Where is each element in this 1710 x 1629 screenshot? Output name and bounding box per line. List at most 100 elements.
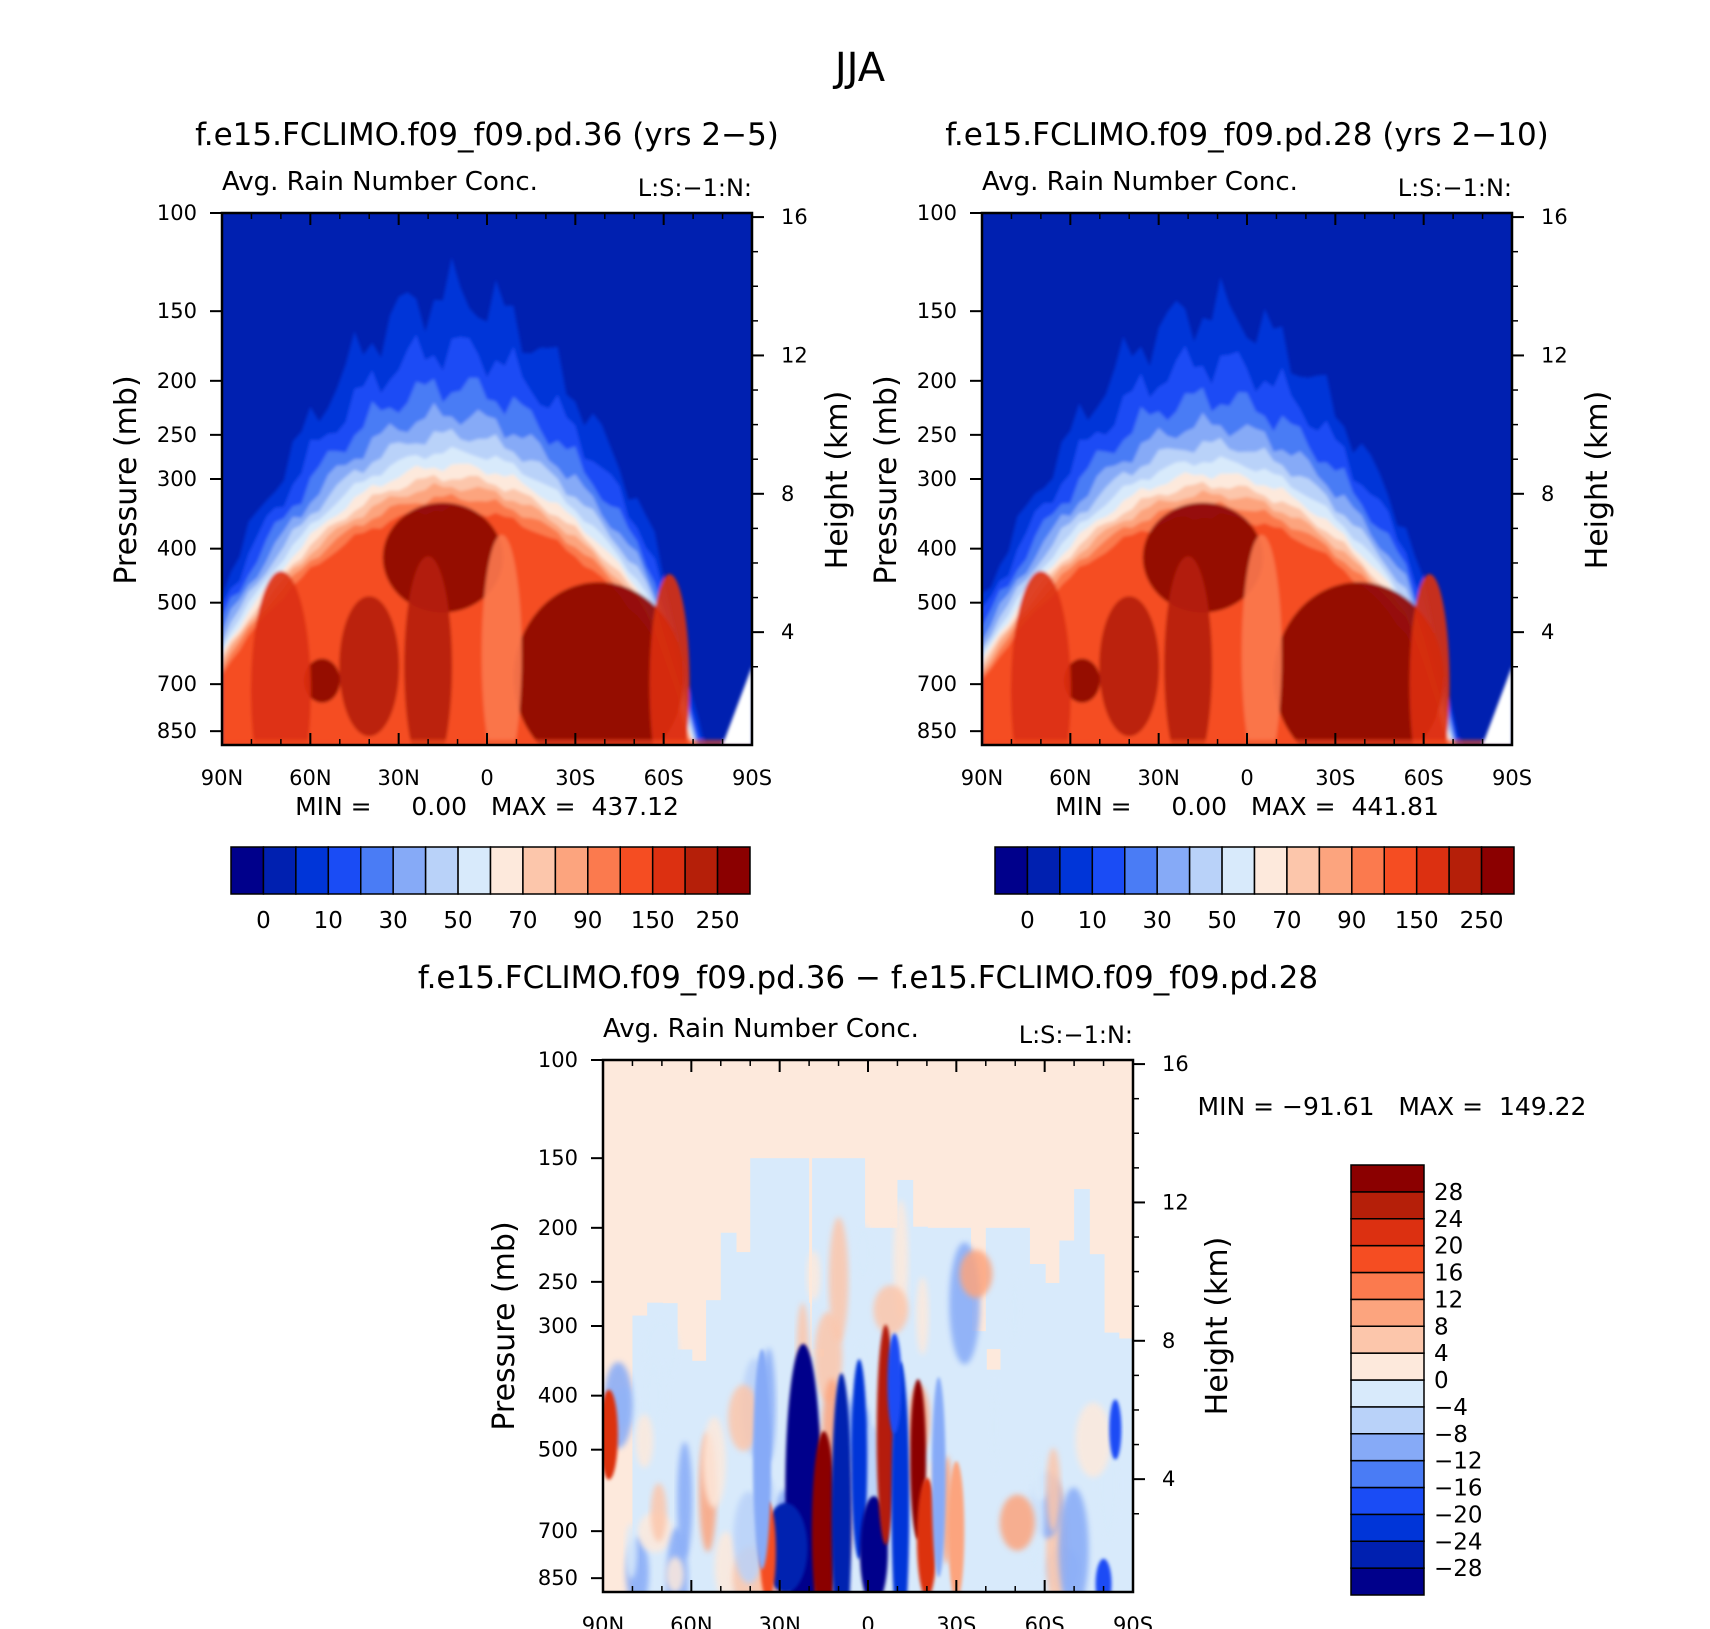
- colorbar-label: 90: [1337, 908, 1366, 934]
- panel-2-plot-area: [982, 213, 1512, 745]
- x-tick-label: 0: [1240, 766, 1253, 790]
- colorbar-box: [1350, 1271, 1425, 1301]
- y-tick-label: 850: [538, 1566, 578, 1590]
- panel-1-ylabel-right: Height (km): [820, 391, 855, 570]
- colorbar-box: [392, 846, 427, 895]
- diff-band-upper: [985, 1227, 1030, 1350]
- colorbar-box: [1383, 846, 1418, 895]
- colorbar-label: 0: [1434, 1368, 1449, 1394]
- colorbar-label: 30: [1143, 908, 1172, 934]
- x-tick-label: 60S: [644, 766, 684, 790]
- colorbar-box: [1351, 846, 1385, 895]
- x-tick-label: 90S: [732, 766, 772, 790]
- panel-1-ylabel: Pressure (mb): [109, 375, 144, 584]
- diff-anomaly: [916, 1276, 929, 1355]
- diff-core-anomaly: [753, 1349, 771, 1570]
- height-tick-label: 12: [781, 343, 808, 367]
- colorbar-box: [1350, 1406, 1425, 1435]
- colorbar-label: −24: [1434, 1529, 1483, 1555]
- colorbar-box: [1124, 846, 1158, 895]
- y-tick-label: 300: [917, 467, 957, 491]
- contour-maximum: [1241, 534, 1282, 745]
- colorbar-label: 8: [1434, 1314, 1449, 1340]
- diff-core-anomaly: [931, 1377, 946, 1578]
- y-tick-label: 100: [157, 201, 197, 225]
- height-tick-label: 16: [1162, 1052, 1189, 1076]
- colorbar-label: 250: [1460, 908, 1504, 934]
- colorbar-box: [1221, 846, 1256, 895]
- y-tick-label: 150: [157, 299, 197, 323]
- height-tick-label: 8: [1162, 1329, 1175, 1353]
- x-tick-label: 90N: [582, 1613, 624, 1629]
- colorbar-box: [716, 846, 751, 895]
- x-tick-label: 90N: [961, 766, 1003, 790]
- y-tick-label: 100: [538, 1048, 578, 1072]
- y-tick-label: 200: [917, 369, 957, 393]
- colorbar-box: [295, 846, 330, 895]
- diff-anomaly: [1007, 1274, 1022, 1349]
- panel-1-plot-area: [222, 213, 752, 745]
- panel-2-minmax: MIN = 0.00 MAX = 441.81: [1055, 792, 1439, 821]
- colorbar-label: 30: [379, 908, 408, 934]
- diff-anomaly: [635, 1414, 654, 1468]
- y-tick-label: 150: [917, 299, 957, 323]
- colorbar-label: 0: [1020, 908, 1035, 934]
- colorbar-label: 24: [1434, 1207, 1463, 1233]
- panel-2-title: f.e15.FCLIMO.f09_f09.pd.28 (yrs 2−10): [945, 117, 1549, 153]
- colorbar-label: −4: [1434, 1395, 1468, 1421]
- panel-2-x-axis: 90N 60N 30N 0 30S 60S 90S: [961, 213, 1532, 790]
- colorbar-label: 150: [631, 908, 675, 934]
- panel-1-y-axis: 100 150 200 250 300 400 500 700 850: [157, 201, 222, 743]
- y-tick-label: 500: [157, 591, 197, 615]
- colorbar-label: 50: [443, 908, 472, 934]
- colorbar-label: 50: [1207, 908, 1236, 934]
- panel-1-colorbar: 0 10 30 50 70 90 150 250: [230, 846, 751, 934]
- diff-core-anomaly: [1095, 1558, 1112, 1592]
- x-tick-label: 60N: [289, 766, 331, 790]
- colorbar-box: [360, 846, 394, 895]
- colorbar-box: [424, 846, 459, 895]
- contour-maximum: [649, 574, 690, 745]
- y-tick-label: 400: [917, 537, 957, 561]
- panel-3-contour-fill: [603, 1158, 1133, 1592]
- colorbar-label: −8: [1434, 1422, 1468, 1448]
- panel-3-height-axis: 16 12 8 4: [1133, 1052, 1189, 1515]
- y-tick-label: 400: [538, 1384, 578, 1408]
- colorbar-box: [457, 846, 492, 895]
- panel-1-height-axis: 16 12 8 4: [752, 205, 808, 668]
- x-tick-label: 0: [480, 766, 493, 790]
- colorbar-label: 90: [573, 908, 602, 934]
- contour-maximum: [250, 571, 311, 745]
- colorbar-box: [1350, 1325, 1425, 1354]
- diff-anomaly: [728, 1384, 760, 1452]
- y-tick-label: 700: [917, 672, 957, 696]
- contour-maximum: [513, 582, 684, 745]
- panel-1-subtitle: Avg. Rain Number Conc.: [222, 167, 538, 197]
- colorbar-label: 20: [1434, 1234, 1463, 1260]
- height-tick-label: 12: [1541, 343, 1568, 367]
- diff-anomaly: [677, 1441, 693, 1558]
- y-tick-label: 200: [538, 1216, 578, 1240]
- colorbar-box: [1350, 1379, 1425, 1408]
- panel-2-contour-fill: [982, 277, 1512, 745]
- y-tick-label: 850: [917, 719, 957, 743]
- y-tick-label: 300: [157, 467, 197, 491]
- x-tick-label: 60S: [1404, 766, 1444, 790]
- y-tick-label: 700: [157, 672, 197, 696]
- x-tick-label: 30N: [1137, 766, 1179, 790]
- diff-band-light: [1118, 1338, 1133, 1592]
- diff-anomaly: [625, 1523, 638, 1579]
- colorbar-label: 10: [1078, 908, 1107, 934]
- y-tick-label: 300: [538, 1314, 578, 1338]
- diff-core-anomaly: [916, 1477, 937, 1592]
- diff-anomaly: [714, 1531, 738, 1592]
- colorbar-box: [1448, 846, 1483, 895]
- diff-core-anomaly: [948, 1461, 965, 1592]
- colorbar-box: [522, 846, 557, 895]
- colorbar-box: [1480, 846, 1515, 895]
- x-tick-label: 60N: [1049, 766, 1091, 790]
- diff-core-anomaly: [851, 1359, 868, 1560]
- panel-1-title: f.e15.FCLIMO.f09_f09.pd.36 (yrs 2−5): [195, 117, 779, 153]
- colorbar-box: [1188, 846, 1223, 895]
- height-tick-label: 8: [1541, 482, 1554, 506]
